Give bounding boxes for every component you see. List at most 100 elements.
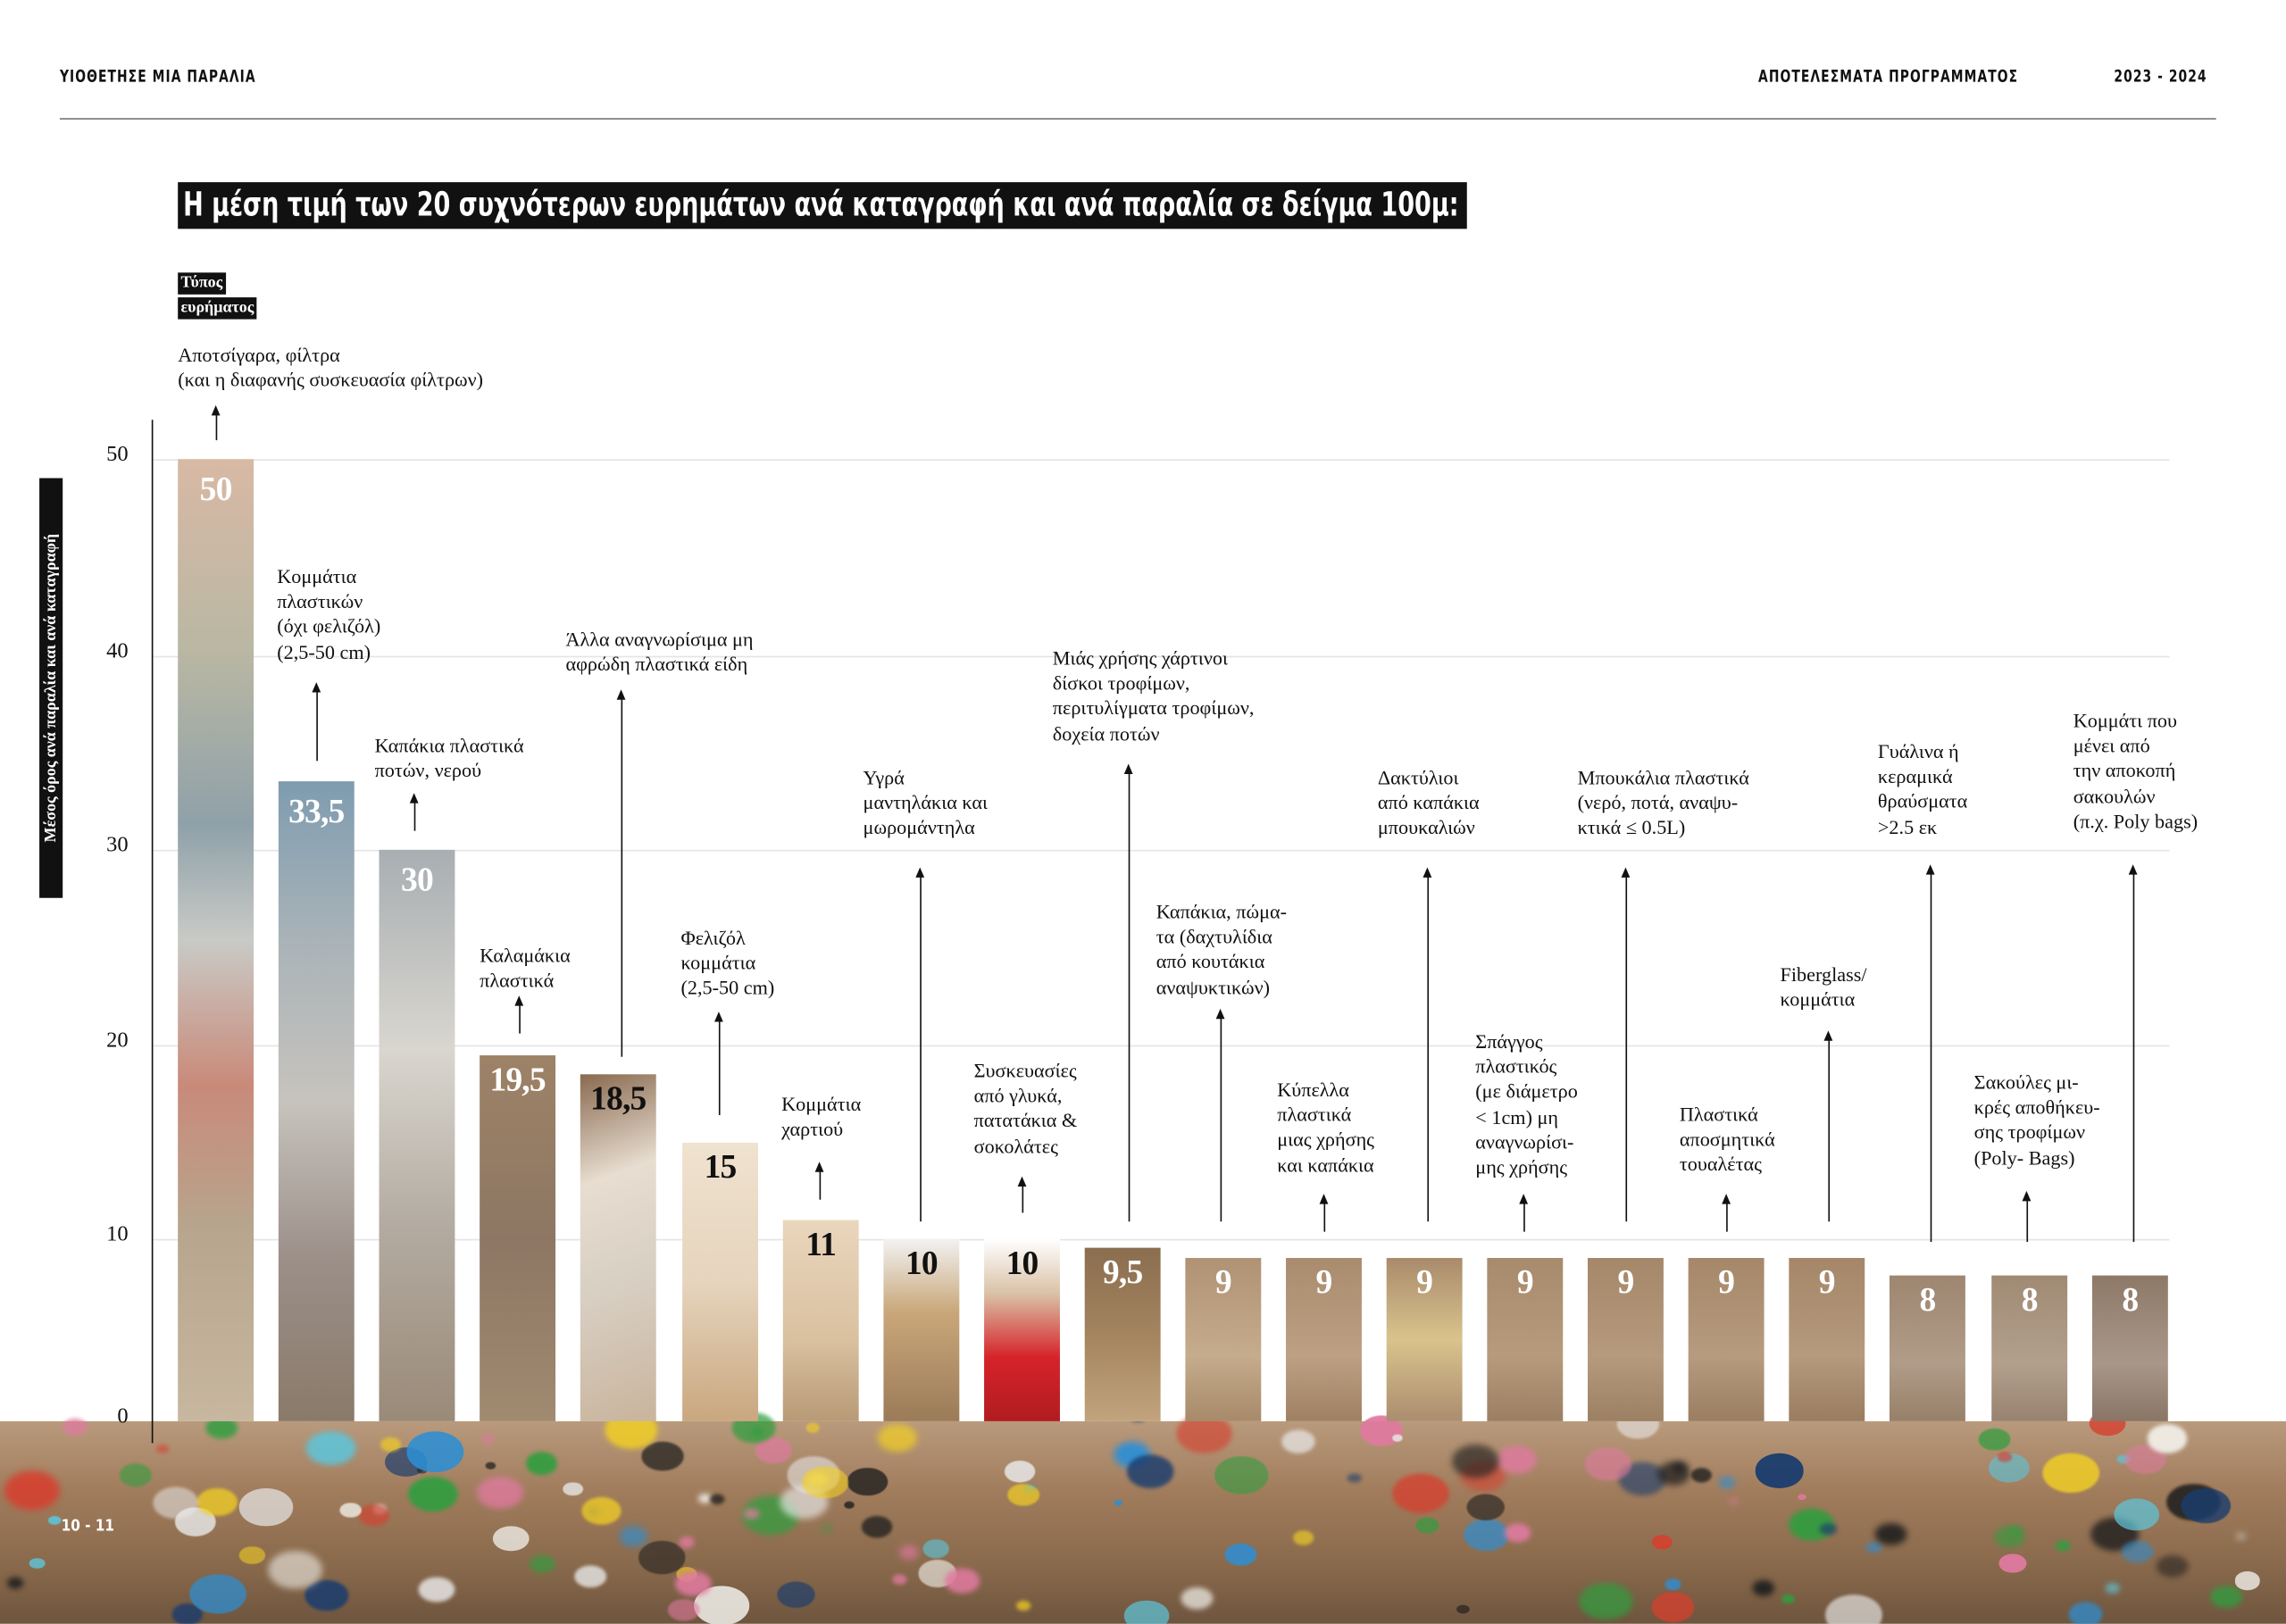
bar-gap: [1865, 0, 1890, 1421]
bar-value-label: 9: [1617, 1262, 1634, 1300]
bar-gap: [758, 0, 783, 1421]
plastic-fragment: [6, 1577, 24, 1589]
plastic-fragment: [743, 1509, 759, 1520]
bar-gap: [1463, 0, 1488, 1421]
plastic-fragment: [2234, 1571, 2261, 1590]
plastic-fragment: [47, 1515, 62, 1525]
category-label: Πλαστικά αποσμητικά τουαλέτας: [1679, 1103, 1775, 1176]
category-label: Δακτύλιοι από καπάκια μπουκαλιών: [1377, 766, 1480, 839]
plastic-fragment: [2055, 1540, 2070, 1552]
bar: 8: [2091, 1275, 2168, 1421]
plastic-fragment: [2181, 1488, 2232, 1524]
plastic-fragment: [4, 1470, 61, 1510]
category-label: Καπάκια πλαστικά ποτών, νερού: [374, 734, 524, 782]
bar-value-label: 30: [400, 861, 434, 898]
bar: 9: [1588, 1257, 1664, 1421]
category-label: Κομμάτια χαρτιού: [781, 1093, 862, 1141]
plastic-fragment: [29, 1557, 45, 1569]
plastic-fragment: [892, 1574, 907, 1585]
arrow-pointer: [1319, 1194, 1329, 1232]
bar-value-label: 9: [1315, 1262, 1333, 1300]
y-tick-label: 10: [106, 1222, 129, 1246]
plastic-fragment: [305, 1579, 349, 1611]
y-axis-label-text: Μέσος όρος ανά παραλία και ανά καταγραφή: [42, 533, 60, 843]
plastic-fragment: [340, 1503, 362, 1519]
arrow-pointer: [2022, 1190, 2032, 1243]
plastic-fragment: [922, 1539, 950, 1559]
category-label: Κομμάτι που μένει από την αποκοπή σακουλ…: [2073, 710, 2198, 832]
arrow-pointer: [616, 689, 626, 1057]
arrow-pointer: [714, 1012, 723, 1116]
plastic-fragment: [2042, 1453, 2099, 1493]
plastic-fragment: [1754, 1453, 1804, 1488]
page-number: 10 - 11: [61, 1516, 115, 1536]
plastic-fragment: [679, 1537, 695, 1548]
plastic-fragment: [878, 1424, 918, 1452]
plastic-fragment: [525, 1452, 557, 1475]
arrow-pointer: [1925, 864, 1935, 1243]
y-tick-label: 20: [106, 1029, 129, 1053]
plastic-fragment: [1415, 1517, 1439, 1534]
category-label: Μιάς χρήσης χάρτινοι δίσκοι τροφίμων, πε…: [1052, 646, 1255, 745]
plastic-fragment: [563, 1481, 584, 1496]
plastic-fragment: [619, 1526, 648, 1546]
plastic-fragment: [357, 1504, 390, 1527]
bar-value-label: 50: [199, 471, 233, 508]
plastic-fragment: [197, 1488, 238, 1517]
gridline: [153, 655, 2170, 658]
plastic-fragment: [1866, 1542, 1882, 1553]
bar-value-label: 9: [1818, 1262, 1836, 1300]
category-label: Σπάγγος πλαστικός (με διάμετρο < 1cm) μη…: [1475, 1030, 1578, 1178]
plastic-fragment: [2122, 1540, 2154, 1562]
y-tick-label: 40: [106, 639, 129, 663]
plastic-fragment: [530, 1554, 556, 1574]
bar: 11: [782, 1220, 859, 1421]
plastic-fragment: [1007, 1483, 1040, 1506]
gridline: [153, 849, 2170, 852]
header-years: 2023 - 2024: [2114, 65, 2207, 87]
plastic-fragment: [380, 1437, 402, 1452]
arrow-pointer: [312, 682, 321, 762]
category-label: Γυάλινα ή κεραμικά θραύσματα >2.5 εκ: [1877, 740, 1968, 838]
category-label: Καλαμάκια πλαστικά: [480, 944, 571, 992]
y-axis-label: Μέσος όρος ανά παραλία και ανά καταγραφή: [39, 478, 63, 898]
y-axis-line: [151, 420, 154, 1444]
bar-value-label: 9: [1718, 1262, 1735, 1300]
bar-gap: [1765, 0, 1790, 1421]
arrow-pointer: [1621, 867, 1631, 1222]
arrow-pointer: [2128, 864, 2138, 1243]
plastic-fragment: [1392, 1434, 1403, 1442]
plastic-fragment: [1224, 1544, 1257, 1567]
plastic-fragment: [1997, 1452, 2012, 1462]
legend-type-line2: ευρήματος: [178, 297, 257, 320]
category-label: Σακούλες μι- κρές αποθήκευ- σης τροφίμων…: [1973, 1071, 2100, 1169]
bar: 50: [178, 459, 254, 1421]
arrow-pointer: [814, 1162, 824, 1200]
plastic-fragment: [1664, 1578, 1681, 1590]
sand-photo-background: [0, 1409, 2286, 1624]
gridline: [153, 459, 2170, 461]
bar: 9: [1789, 1257, 1865, 1421]
bar-value-label: 8: [1919, 1281, 1936, 1318]
category-label: Συσκευασίες από γλυκά, πατατάκια & σοκολ…: [973, 1059, 1078, 1157]
arrow-pointer: [1823, 1030, 1833, 1222]
bar-gap: [656, 0, 682, 1421]
plastic-fragment: [1979, 1428, 2011, 1451]
plastic-fragment: [1729, 1497, 1739, 1505]
bar-gap: [859, 0, 884, 1421]
plastic-fragment: [1124, 1600, 1171, 1624]
bar: 9: [1286, 1257, 1362, 1421]
bar-value-label: 11: [805, 1225, 837, 1262]
arrow-pointer: [211, 404, 221, 441]
plastic-fragment: [1994, 1525, 2026, 1548]
category-label: Μπουκάλια πλαστικά (νερό, ποτά, αναψυ- κ…: [1577, 766, 1749, 839]
plastic-fragment: [822, 1525, 832, 1532]
plastic-fragment: [480, 1433, 495, 1444]
bar: 30: [379, 849, 455, 1421]
arrow-pointer: [1519, 1194, 1529, 1232]
header-left: ΥΙΟΘΕΤΗΣΕ ΜΙΑ ΠΑΡΑΛΙΑ: [59, 65, 256, 87]
plastic-fragment: [1825, 1595, 1883, 1624]
bar: 8: [1991, 1275, 2068, 1421]
gridline: [153, 1045, 2170, 1047]
bar-value-label: 9,5: [1102, 1253, 1143, 1291]
